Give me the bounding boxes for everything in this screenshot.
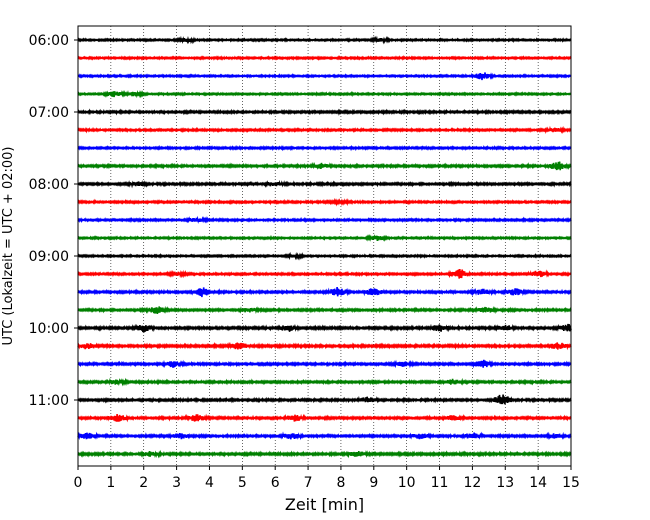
trace-0915 <box>77 269 572 279</box>
y-tick-label: 09:00 <box>29 249 69 265</box>
plot-frame <box>77 25 572 467</box>
y-tick-label: 11:00 <box>29 393 69 409</box>
trace-0730 <box>77 144 572 152</box>
trace-0645 <box>77 89 572 99</box>
x-tick-label: 13 <box>496 475 514 491</box>
trace-0700 <box>77 108 572 116</box>
trace-1100 <box>77 394 572 405</box>
x-tick-label: 1 <box>106 475 115 491</box>
trace-0600 <box>77 35 572 45</box>
trace-1145 <box>77 449 572 459</box>
x-tick-label: 11 <box>431 475 449 491</box>
x-tick-label: 10 <box>398 475 416 491</box>
x-tick-label: 14 <box>529 475 547 491</box>
x-tick-label: 2 <box>139 475 148 491</box>
trace-1030 <box>77 359 572 369</box>
seismic-traces <box>77 35 572 459</box>
trace-1130 <box>77 431 572 441</box>
x-tick-label: 7 <box>304 475 313 491</box>
trace-0830 <box>77 215 572 224</box>
x-tick-label: 8 <box>336 475 345 491</box>
trace-0815 <box>77 197 572 207</box>
x-tick-label: 3 <box>172 475 181 491</box>
x-axis-ticks: 0 1 2 3 4 5 6 7 8 9 10 11 12 13 14 15 <box>74 466 580 491</box>
trace-0930 <box>77 287 572 298</box>
x-tick-label: 5 <box>238 475 247 491</box>
x-tick-label: 4 <box>205 475 214 491</box>
trace-0900 <box>77 251 572 261</box>
trace-1015 <box>77 341 572 351</box>
trace-0715 <box>77 125 572 135</box>
y-axis-ticks: 06:00 07:00 08:00 09:00 10:00 11:00 <box>29 33 78 409</box>
x-axis-label: Zeit [min] <box>285 495 364 514</box>
trace-0630 <box>77 72 572 81</box>
trace-0945 <box>77 305 572 315</box>
y-tick-label: 06:00 <box>29 33 69 49</box>
x-tick-label: 9 <box>369 475 378 491</box>
trace-0745 <box>77 161 572 171</box>
trace-0800 <box>77 179 572 189</box>
x-tick-label: 12 <box>463 475 481 491</box>
y-axis-label: UTC (Lokalzeit = UTC + 02:00) <box>1 147 16 346</box>
trace-1000 <box>77 323 572 333</box>
trace-1115 <box>77 413 572 423</box>
y-tick-label: 10:00 <box>29 321 69 337</box>
x-tick-label: 6 <box>271 475 280 491</box>
trace-1045 <box>77 377 572 387</box>
trace-0845 <box>77 233 572 242</box>
y-tick-label: 07:00 <box>29 105 69 121</box>
y-tick-label: 08:00 <box>29 177 69 193</box>
x-tick-label: 15 <box>562 475 580 491</box>
trace-0615 <box>77 55 572 61</box>
grid-lines <box>110 26 539 466</box>
x-tick-label: 0 <box>74 475 83 491</box>
